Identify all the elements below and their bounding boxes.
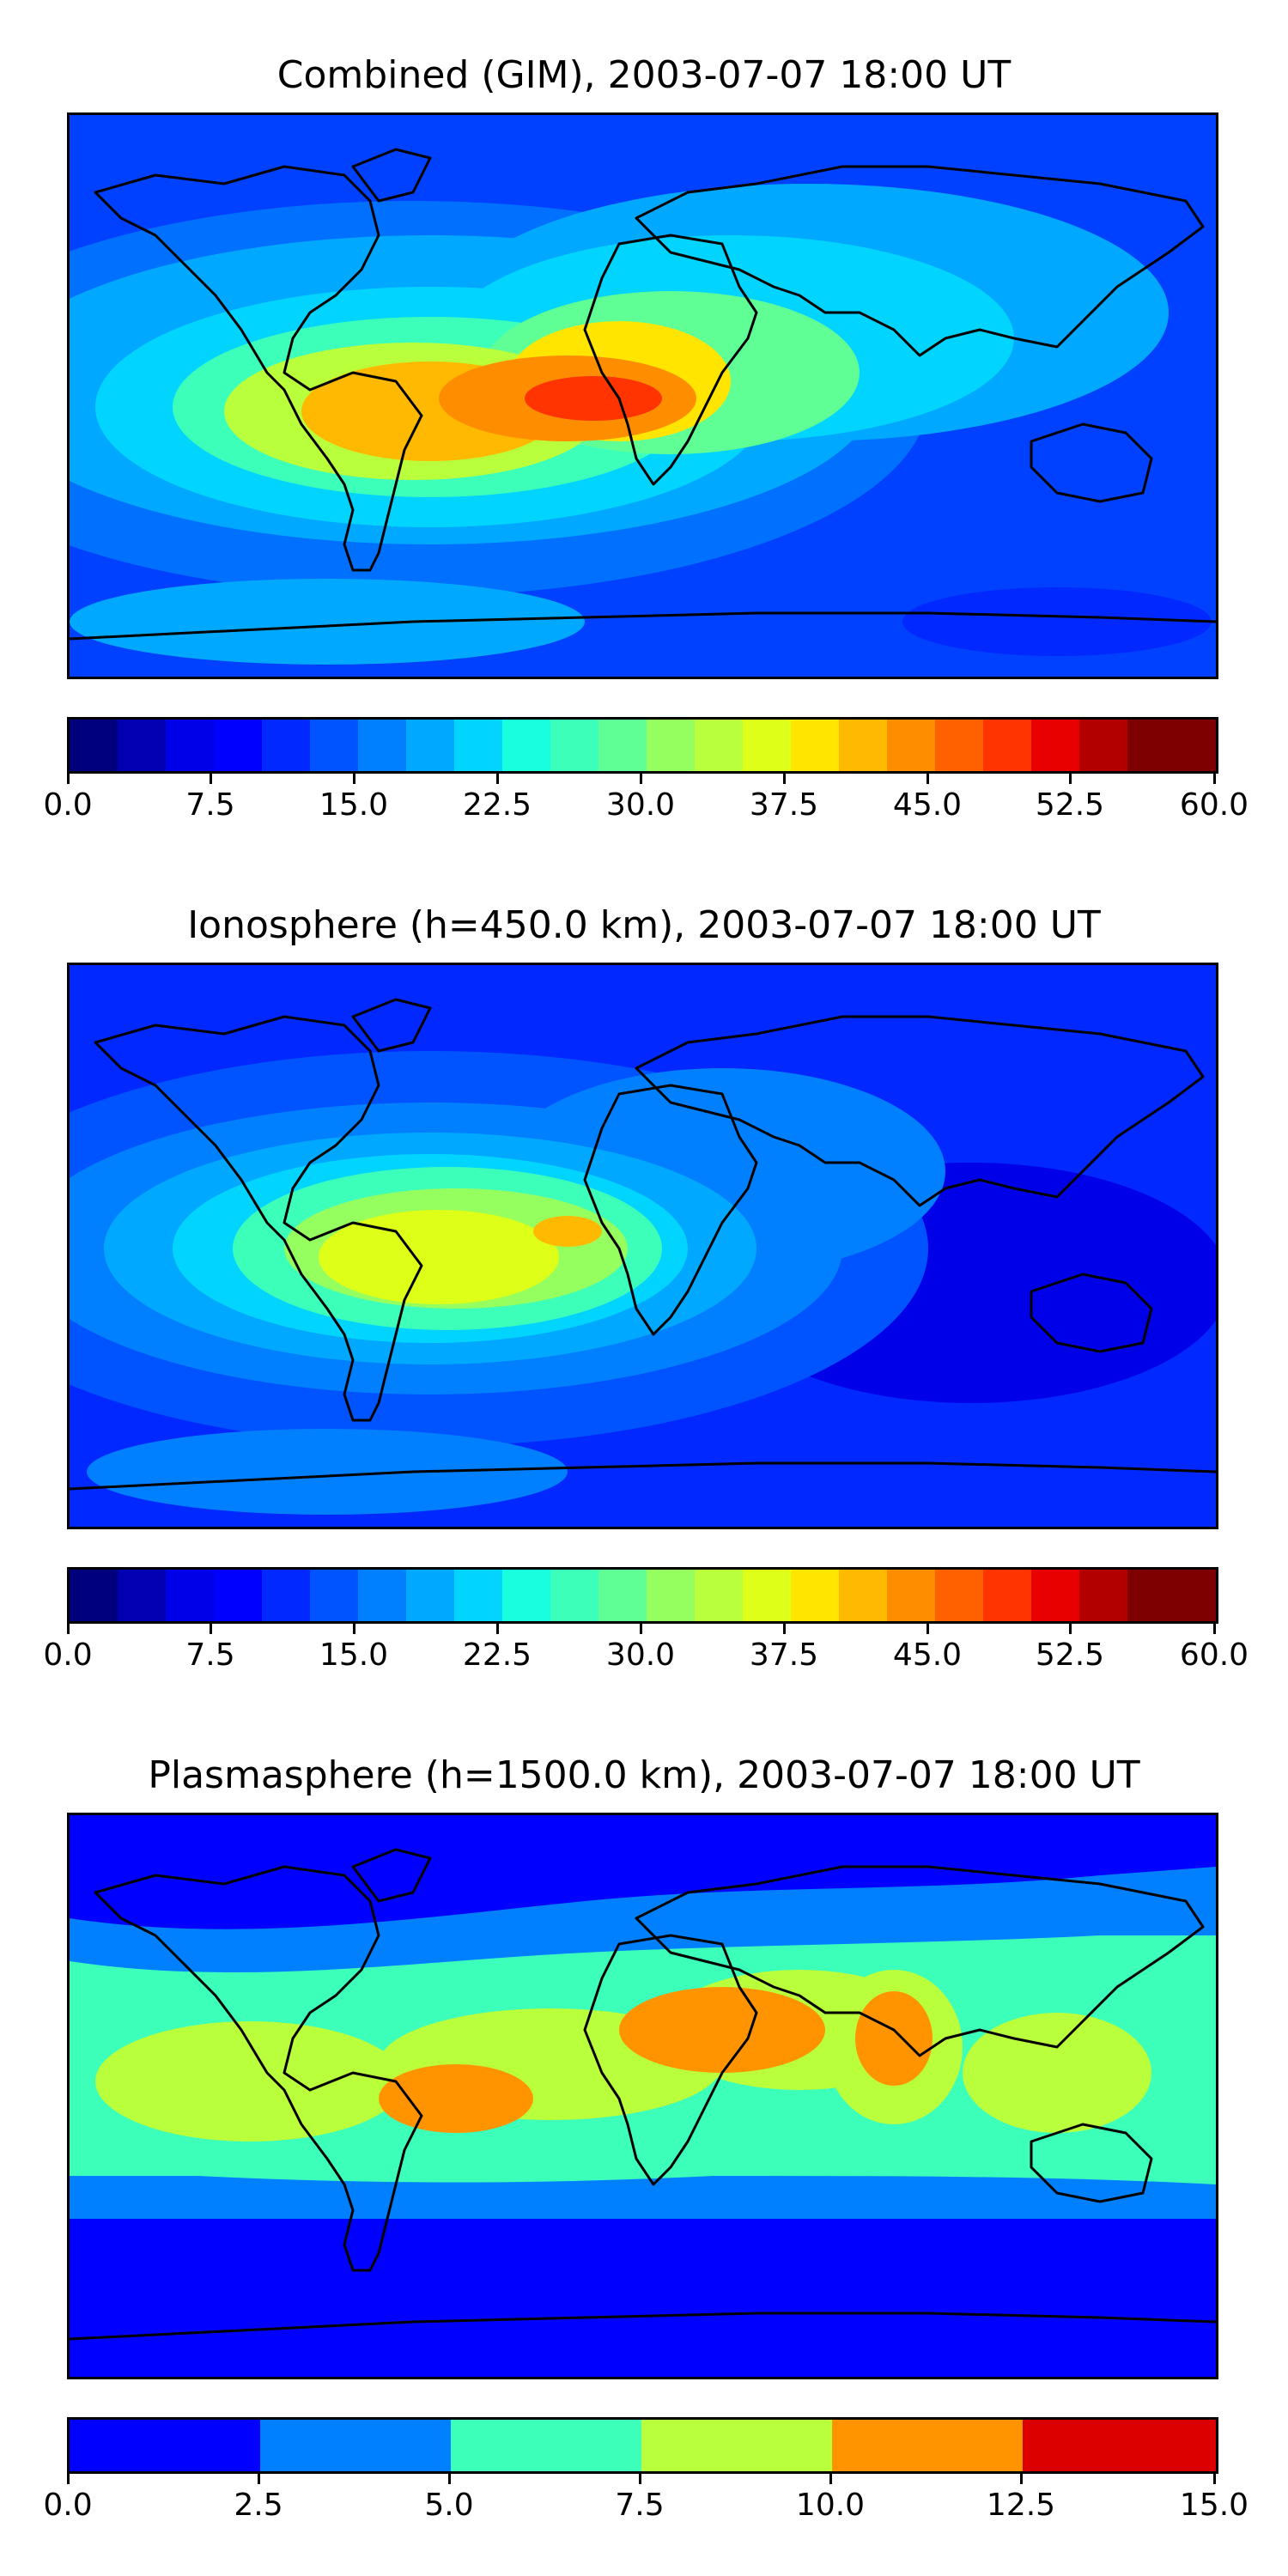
- panel-2-colorbar-ticks: 0.0 7.5 15.0 22.5 30.0 37.5 45.0 52.5 60…: [43, 1624, 1249, 1675]
- tick-mark: [1213, 2474, 1216, 2484]
- tick-label: 7.5: [615, 2488, 665, 2523]
- tick-mark: [258, 2474, 260, 2484]
- panel-2-colorbar: [67, 1567, 1218, 1624]
- tick-mark: [67, 774, 70, 784]
- tick-mark: [496, 1624, 499, 1634]
- tick-mark: [448, 2474, 451, 2484]
- panel-1-colorbar-ticks: 0.0 7.5 15.0 22.5 30.0 37.5 45.0 52.5 60…: [43, 774, 1249, 825]
- tick-label: 2.5: [234, 2488, 283, 2523]
- tick-mark: [783, 774, 786, 784]
- tick-label: 15.0: [1179, 2488, 1249, 2523]
- tick-mark: [639, 2474, 641, 2484]
- tick-mark: [1069, 774, 1072, 784]
- tick-label: 52.5: [1035, 1637, 1105, 1673]
- tick-label: 52.5: [1035, 787, 1105, 823]
- tick-label: 45.0: [892, 787, 963, 823]
- tick-label: 30.0: [605, 787, 676, 823]
- panel-1-colorbar: [67, 717, 1218, 774]
- tick-mark: [640, 774, 642, 784]
- tick-mark: [67, 1624, 70, 1634]
- panel-1-map: [67, 112, 1218, 679]
- tick-mark: [783, 1624, 786, 1634]
- tick-mark: [640, 1624, 642, 1634]
- tick-mark: [927, 1624, 929, 1634]
- tick-mark: [1020, 2474, 1023, 2484]
- tick-label: 37.5: [749, 1637, 819, 1673]
- tick-label: 37.5: [749, 787, 819, 823]
- tick-label: 30.0: [605, 1637, 676, 1673]
- tick-label: 15.0: [319, 787, 389, 823]
- tick-mark: [1069, 1624, 1072, 1634]
- tick-mark: [67, 2474, 70, 2484]
- tick-mark: [210, 774, 212, 784]
- tick-mark: [829, 2474, 832, 2484]
- tick-label: 60.0: [1179, 787, 1249, 823]
- panel-2-map: [67, 963, 1218, 1529]
- panel-3-colorbar: [67, 2417, 1218, 2474]
- tick-mark: [927, 774, 929, 784]
- tick-mark: [1213, 774, 1216, 784]
- tick-label: 45.0: [892, 1637, 963, 1673]
- tick-label: 7.5: [185, 1637, 235, 1673]
- panel-1-title: Combined (GIM), 2003-07-07 18:00 UT: [276, 53, 1012, 97]
- tick-mark: [353, 774, 355, 784]
- tick-label: 10.0: [795, 2488, 866, 2523]
- tick-label: 60.0: [1179, 1637, 1249, 1673]
- tick-label: 15.0: [319, 1637, 389, 1673]
- tick-label: 0.0: [43, 2488, 93, 2523]
- panel-2-title: Ionosphere (h=450.0 km), 2003-07-07 18:0…: [187, 903, 1101, 947]
- panel-3-title: Plasmasphere (h=1500.0 km), 2003-07-07 1…: [148, 1753, 1140, 1797]
- tick-mark: [353, 1624, 355, 1634]
- tick-mark: [496, 774, 499, 784]
- panel-3-colorbar-ticks: 0.0 2.5 5.0 7.5 10.0 12.5 15.0: [43, 2474, 1249, 2525]
- tick-mark: [210, 1624, 212, 1634]
- tick-mark: [1213, 1624, 1216, 1634]
- tick-label: 12.5: [986, 2488, 1056, 2523]
- tick-label: 7.5: [185, 787, 235, 823]
- tick-label: 22.5: [462, 787, 532, 823]
- tick-label: 0.0: [43, 1637, 93, 1673]
- tick-label: 5.0: [424, 2488, 474, 2523]
- tick-label: 22.5: [462, 1637, 532, 1673]
- panel-3-map: [67, 1813, 1218, 2379]
- tick-label: 0.0: [43, 787, 93, 823]
